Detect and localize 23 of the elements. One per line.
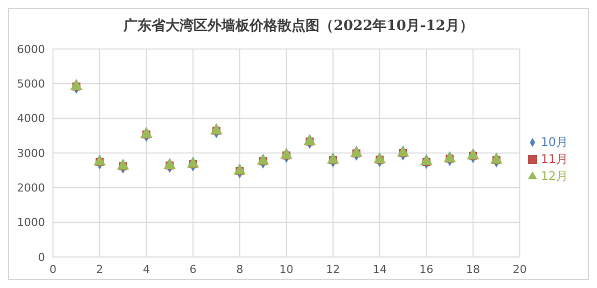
y-tick-label: 6000 [17,42,45,56]
x-tick-label: 4 [142,262,150,276]
x-tick-label: 8 [236,262,244,276]
x-tick-label: 14 [372,262,387,276]
y-tick-label: 3000 [17,146,45,160]
y-tick-label: 0 [38,250,45,264]
x-tick-label: 20 [512,262,527,276]
x-tick-label: 2 [96,262,104,276]
x-tick-label: 6 [190,262,197,276]
y-tick-label: 5000 [17,78,45,91]
legend-label: 12月 [540,168,568,182]
x-tick-label: 18 [466,262,480,276]
x-tick-label: 12 [326,262,340,276]
point [304,134,316,146]
y-tick-label: 2000 [17,182,45,195]
x-tick-label: 16 [419,262,434,276]
legend-label: 11月 [540,152,568,166]
x-tick-label: 10 [279,262,294,276]
x-tick-label: 0 [50,262,56,276]
chart-title: 广东省大湾区外墙板价格散点图（2022年10月-12月） [122,16,474,36]
y-tick-label: 1000 [17,216,45,230]
y-tick-label: 4000 [17,112,45,126]
legend-label: 10月 [540,134,568,148]
